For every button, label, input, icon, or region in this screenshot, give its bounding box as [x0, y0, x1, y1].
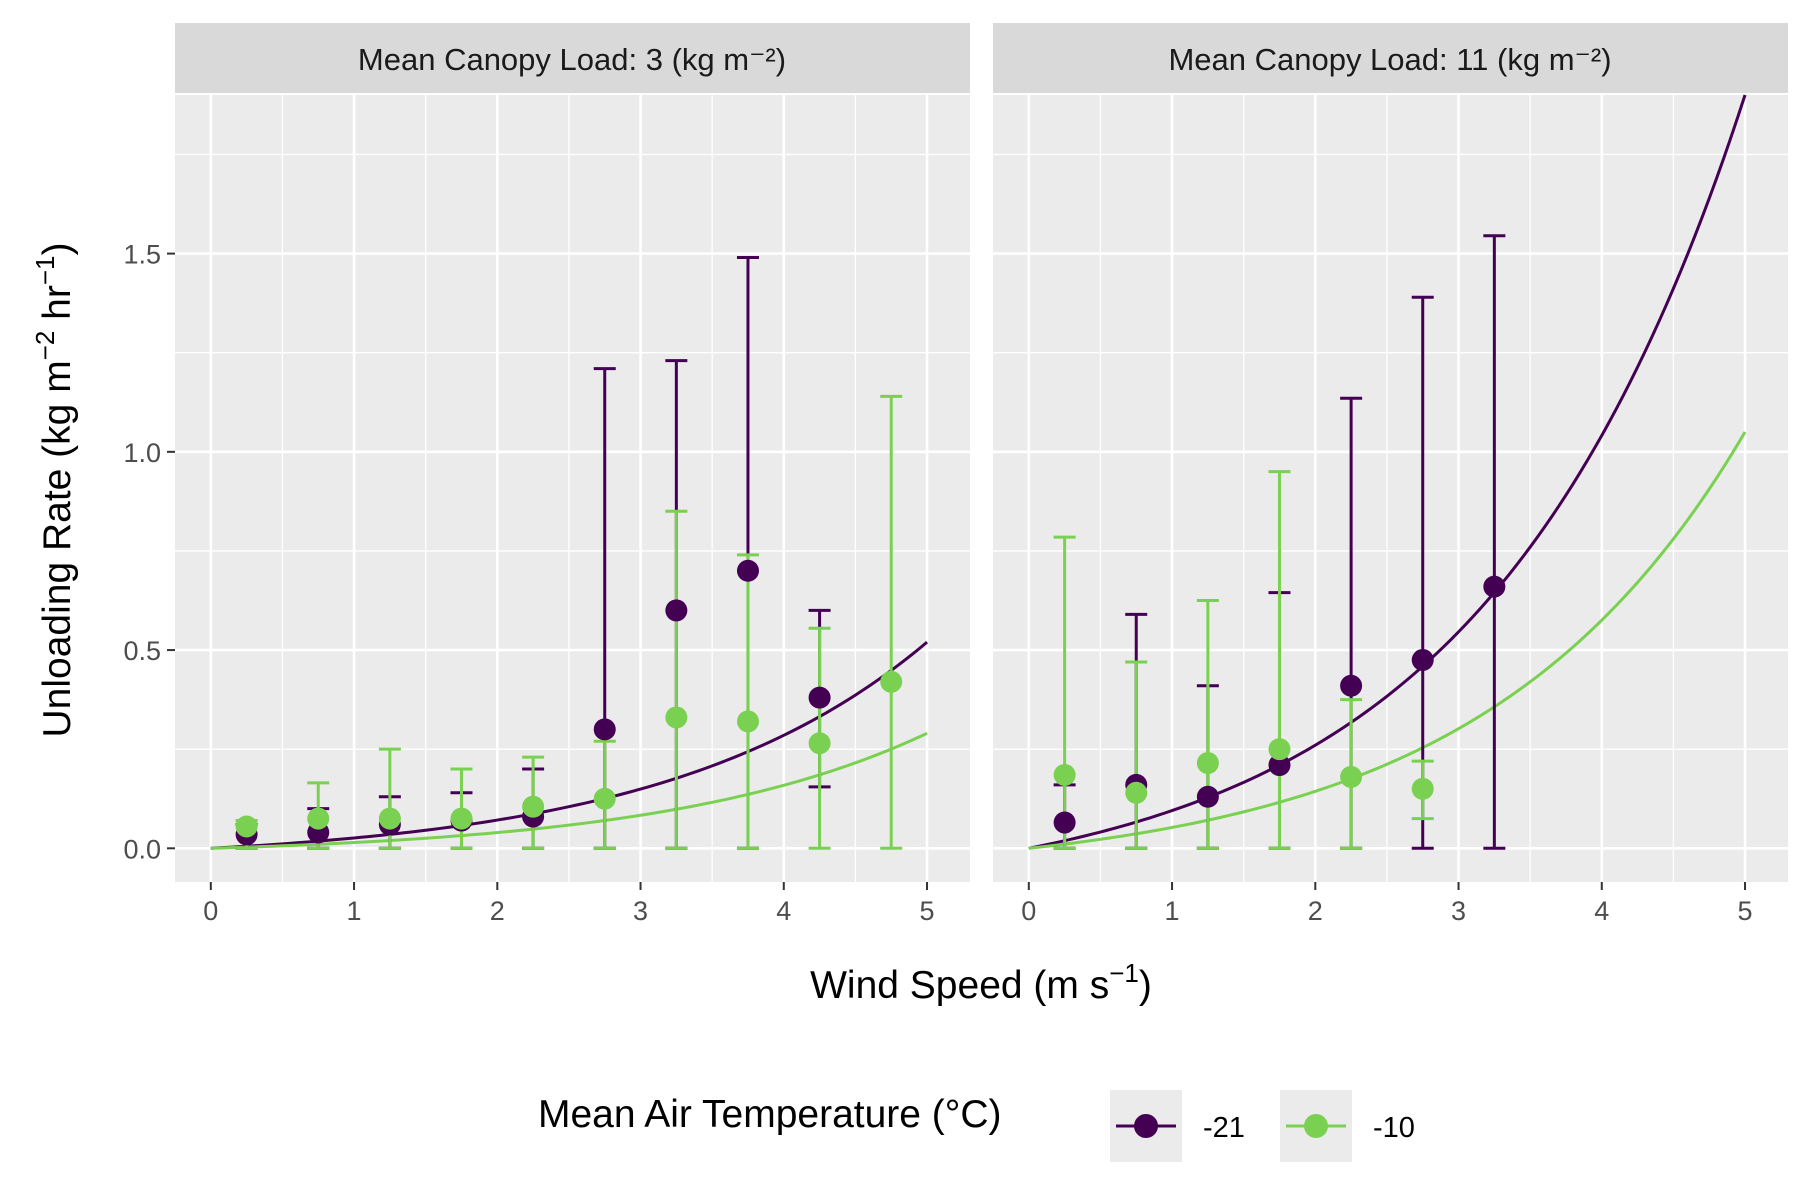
- data-point-minus10: [307, 807, 330, 830]
- panel-background: [993, 95, 1788, 882]
- x-axis-title: Wind Speed (m s−1): [810, 958, 1152, 1007]
- x-tick-label: 4: [776, 896, 791, 926]
- data-point-minus10: [736, 710, 759, 733]
- error-bar: [665, 509, 688, 850]
- data-point-minus10: [1411, 777, 1434, 800]
- data-point-minus10: [522, 795, 545, 818]
- legend-title: Mean Air Temperature (°C): [538, 1093, 1002, 1136]
- data-point-minus21: [1196, 785, 1219, 808]
- data-point-minus21: [808, 686, 831, 709]
- data-points: [1053, 575, 1506, 834]
- legend-label: -10: [1373, 1112, 1415, 1144]
- x-tick-label: 3: [633, 896, 648, 926]
- fit-curve-minus10: [210, 731, 928, 850]
- panel-background: [175, 95, 970, 882]
- fit-curve-minus10: [1028, 431, 1747, 850]
- panel-canopy-load-11: Mean Canopy Load: 11 (kg m⁻²) 0 1 2 3 4 5: [993, 23, 1788, 926]
- legend-item-minus21: -21: [1110, 1090, 1245, 1162]
- strip-label: Mean Canopy Load: 11 (kg m⁻²): [1168, 42, 1611, 77]
- data-point-minus10: [665, 706, 688, 729]
- data-point-minus10: [880, 670, 903, 693]
- x-tick-label: 0: [203, 896, 218, 926]
- strip-label: Mean Canopy Load: 3 (kg m⁻²): [358, 42, 786, 77]
- legend-key-point: [1304, 1114, 1328, 1138]
- legend-key-point: [1134, 1114, 1158, 1138]
- x-tick-label: 2: [490, 896, 505, 926]
- error-bars: [1053, 234, 1506, 850]
- x-tick-label: 2: [1308, 896, 1323, 926]
- x-tick-label: 5: [1738, 896, 1753, 926]
- major-grid: [175, 95, 970, 882]
- data-point-minus21: [665, 599, 688, 622]
- x-tick-label: 1: [347, 896, 362, 926]
- data-point-minus10: [808, 732, 831, 755]
- fit-curves: [210, 640, 928, 850]
- x-tick-label: 5: [920, 896, 935, 926]
- error-bar: [880, 394, 903, 850]
- x-tick-label: 4: [1594, 896, 1609, 926]
- x-tick-label: 1: [1165, 896, 1180, 926]
- fit-curve-minus21: [210, 640, 928, 850]
- y-tick-label: 1.0: [123, 438, 161, 468]
- error-bar: [1483, 234, 1506, 850]
- data-point-minus10: [1125, 781, 1148, 804]
- data-point-minus21: [1340, 674, 1363, 697]
- data-point-minus21: [1411, 648, 1434, 671]
- data-point-minus21: [1268, 754, 1291, 777]
- y-tick-label: 0.5: [123, 636, 161, 666]
- error-bar: [1411, 295, 1434, 850]
- fit-curves: [1028, 94, 1747, 850]
- data-point-minus21: [593, 718, 616, 741]
- y-tick-label: 1.5: [123, 240, 161, 270]
- fit-curve-minus21: [1028, 94, 1747, 850]
- minor-grid: [993, 95, 1788, 882]
- x-tick-label: 0: [1021, 896, 1036, 926]
- legend-label: -21: [1203, 1112, 1245, 1144]
- data-point-minus21: [736, 559, 759, 582]
- data-points: [235, 559, 903, 846]
- data-point-minus21: [1053, 811, 1076, 834]
- y-axis-title: Unloading Rate (kg m−2 hr−1): [30, 242, 79, 737]
- error-bar: [1053, 535, 1076, 850]
- error-bar: [1268, 470, 1291, 850]
- legend-item-minus10: -10: [1280, 1090, 1415, 1162]
- x-ticks: 0 1 2 3 4 5: [1021, 882, 1753, 926]
- strip-background: [993, 23, 1788, 93]
- error-bar: [736, 553, 759, 850]
- data-point-minus10: [1268, 738, 1291, 761]
- strip-background: [175, 23, 970, 93]
- data-point-minus10: [1340, 765, 1363, 788]
- data-point-minus21: [1483, 575, 1506, 598]
- legend: Mean Air Temperature (°C) -21 -10: [538, 1090, 1415, 1162]
- x-ticks: 0 1 2 3 4 5: [203, 882, 935, 926]
- minor-grid: [175, 95, 970, 882]
- major-grid: [993, 95, 1788, 882]
- data-point-minus10: [450, 807, 473, 830]
- data-point-minus10: [1053, 763, 1076, 786]
- y-tick-label: 0.0: [123, 834, 161, 864]
- error-bar: [1125, 660, 1148, 850]
- data-point-minus10: [235, 815, 258, 838]
- x-tick-label: 3: [1451, 896, 1466, 926]
- data-point-minus10: [593, 787, 616, 810]
- data-point-minus10: [378, 807, 401, 830]
- data-point-minus10: [1196, 752, 1219, 775]
- y-ticks: 0.0 0.5 1.0 1.5: [123, 240, 175, 864]
